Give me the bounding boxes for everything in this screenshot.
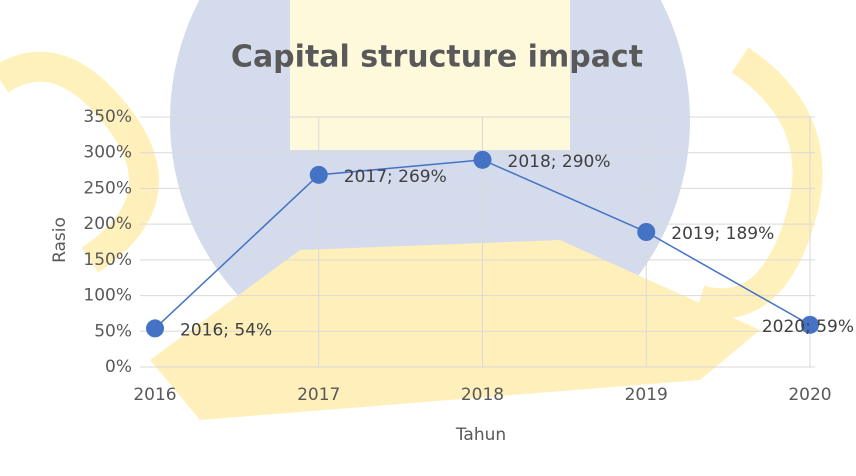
data-label: 2019; 189% [671,224,774,244]
y-tick-label: 300% [83,143,132,163]
x-tick-label: 2020 [788,385,831,405]
y-axis-label: Rasio [50,217,70,263]
marker [801,315,819,334]
data-label: 2020; 59% [762,317,854,337]
y-tick-label: 0% [105,357,132,377]
y-tick-label: 150% [83,250,132,270]
watermark-band [150,240,760,420]
watermark-disc [170,0,690,380]
marker [637,223,656,241]
x-axis-label: Tahun [455,425,506,445]
marker [309,165,328,184]
y-tick-label: 200% [83,214,132,234]
watermark [0,0,823,420]
marker [146,319,164,338]
y-tick-label: 50% [94,321,132,341]
x-tick-label: 2016 [133,385,176,405]
watermark-swirl [0,51,159,273]
data-label: 2018; 290% [508,152,611,172]
y-tick-label: 100% [83,286,132,306]
marker [473,150,492,169]
y-tick-label: 350% [83,107,132,127]
watermark-shape [290,0,570,150]
watermark-swirl [695,47,823,319]
x-tick-label: 2018 [461,385,504,405]
x-tick-label: 2019 [625,385,668,405]
data-label: 2016; 54% [180,320,272,340]
chart-title: Capital structure impact [231,40,643,75]
x-tick-label: 2017 [297,385,340,405]
y-tick-label: 250% [83,178,132,198]
data-label: 2017; 269% [344,167,447,187]
